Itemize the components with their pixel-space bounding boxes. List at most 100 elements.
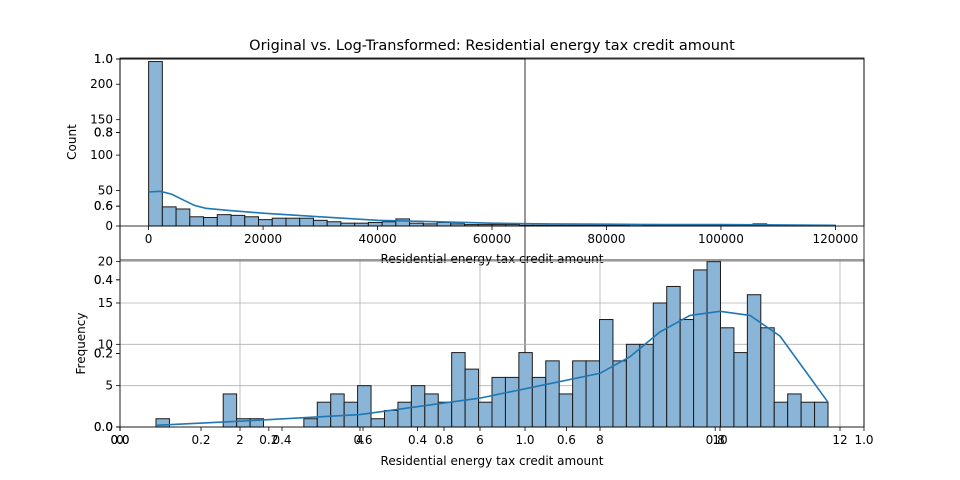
x-tick-label: 40000	[358, 232, 396, 246]
kde-line	[148, 190, 836, 227]
histogram-bar	[326, 221, 342, 227]
histogram-bar	[558, 393, 574, 428]
histogram-bar	[719, 327, 735, 428]
overlay-y-tick-label: 0.6	[94, 199, 113, 213]
kde-line	[155, 310, 829, 427]
histogram-bar	[491, 376, 506, 428]
histogram-bar	[312, 219, 328, 227]
histogram-bar	[814, 401, 829, 428]
y-tick-label: 20	[98, 255, 113, 269]
overlay-y-tick-label: 1.0	[94, 52, 113, 66]
axes-frame	[119, 259, 865, 428]
histogram-bar	[330, 393, 345, 428]
chart-layer: 0.0 0.2 0.4 0.6 0.8 1.00.00.20.40.60.81.00.0 0…	[65, 52, 874, 468]
y-axis-label: Frequency	[74, 313, 88, 375]
histogram-bar	[161, 206, 177, 227]
x-tick-label: 8	[596, 433, 604, 447]
x-tick-label: 80000	[587, 232, 625, 246]
overlay-x-tick-label: 0.2	[191, 433, 210, 447]
overlay-y-tick-label: 0.4	[94, 273, 113, 287]
histogram-bar	[409, 222, 424, 227]
overlay-y-tick-label: 0.6	[94, 199, 113, 213]
histogram-bar	[216, 214, 232, 227]
histogram-bar	[545, 360, 560, 428]
x-tick-label: 6	[476, 433, 484, 447]
histogram-bar	[666, 285, 681, 428]
histogram-bar	[773, 401, 789, 428]
overlay-y-tick-label: 0.0	[94, 420, 113, 434]
x-tick-label: 20000	[244, 232, 282, 246]
y-tick-label: 5	[105, 379, 113, 393]
histogram-bar	[381, 221, 397, 227]
histogram-bar	[679, 319, 695, 428]
x-tick-label: 0	[145, 232, 153, 246]
overlay-y-tick-label: 0.4	[94, 273, 113, 287]
histogram-bar	[148, 61, 163, 227]
y-tick-label: 50	[98, 184, 113, 198]
x-tick-label: 100000	[698, 232, 744, 246]
overlay-x-tick-label: 1.0	[515, 433, 534, 447]
x-tick-label: 10	[712, 433, 727, 447]
y-tick-label: 0	[105, 219, 113, 233]
histogram-panel-2: 0 2 4 6 8 10 12 0 5 10 15 20 Residential energy tax …	[74, 255, 865, 468]
histogram-bar	[800, 401, 816, 428]
overlay-y-tick-label: 0.2	[94, 346, 113, 360]
histogram-bar	[478, 401, 493, 428]
histogram-bar	[285, 217, 301, 227]
y-tick-label: 10	[98, 337, 113, 351]
x-tick-label: 4	[356, 433, 364, 447]
histogram-bar	[504, 376, 520, 428]
histogram-bar	[693, 269, 708, 428]
histogram-bar	[367, 221, 383, 227]
overlay-x-tick-label: 0.6	[557, 433, 576, 447]
y-tick-label: 100	[90, 148, 113, 162]
overlay-x-tick-label: 0.0	[110, 433, 129, 447]
histogram-bar	[203, 216, 218, 227]
x-axis-label: Residential energy tax credit amount	[381, 252, 604, 266]
overlay-y-tick-label: 0.8	[94, 126, 113, 140]
overlay-x-tick-label: 0.0	[110, 433, 129, 447]
histogram-bar	[733, 352, 748, 428]
overlay-x-tick-label: 0.8	[434, 433, 453, 447]
histogram-bar	[787, 393, 802, 428]
histogram-bar	[316, 401, 332, 428]
y-tick-label: 200	[90, 77, 113, 91]
histogram-bars	[148, 61, 836, 227]
histogram-bar	[395, 218, 411, 227]
y-tick-label: 150	[90, 113, 113, 127]
histogram-panel-1: 0 20000 40000 60000 80000 100000 120000 0 50 100 1…	[65, 57, 865, 266]
x-axis-label: Residential energy tax credit amount	[381, 454, 604, 468]
overlay-y-tick-label: 0.2	[94, 346, 113, 360]
y-axis-label: Count	[65, 124, 79, 160]
histogram-bar	[652, 302, 668, 428]
axes-frame	[119, 57, 865, 227]
y-tick-label: 15	[98, 296, 113, 310]
x-tick-label: 120000	[812, 232, 858, 246]
histogram-bar	[436, 221, 452, 227]
histogram-bar	[612, 360, 627, 428]
x-tick-label: 60000	[473, 232, 511, 246]
overlay-x-tick-label: 1.0	[854, 433, 873, 447]
histogram-bar	[303, 418, 318, 428]
histogram-bar	[572, 360, 587, 428]
overlay-x-tick-label: 0.6	[353, 433, 372, 447]
x-tick-label: 2	[236, 433, 244, 447]
histogram-bar	[271, 217, 287, 227]
histogram-bar	[340, 222, 356, 227]
histogram-bar	[189, 216, 205, 227]
histogram-bar	[354, 222, 369, 227]
histogram-bar	[397, 401, 412, 428]
figure-title: Original vs. Log-Transformed: Residentia…	[249, 38, 735, 54]
histogram-bar	[760, 327, 775, 428]
histogram-bar	[639, 343, 654, 428]
overlay-x-tick-label: 0.8	[706, 433, 725, 447]
histogram-bar	[451, 352, 466, 428]
histogram-bar	[230, 214, 246, 227]
overlay-x-tick-label: 0.2	[259, 433, 278, 447]
histogram-bar	[706, 261, 721, 428]
overlay-x-tick-label: 0.4	[408, 433, 427, 447]
histogram-bar	[424, 393, 439, 428]
x-tick-label: 12	[832, 433, 847, 447]
histogram-bar	[357, 385, 372, 428]
x-tick-label: 0	[116, 433, 124, 447]
